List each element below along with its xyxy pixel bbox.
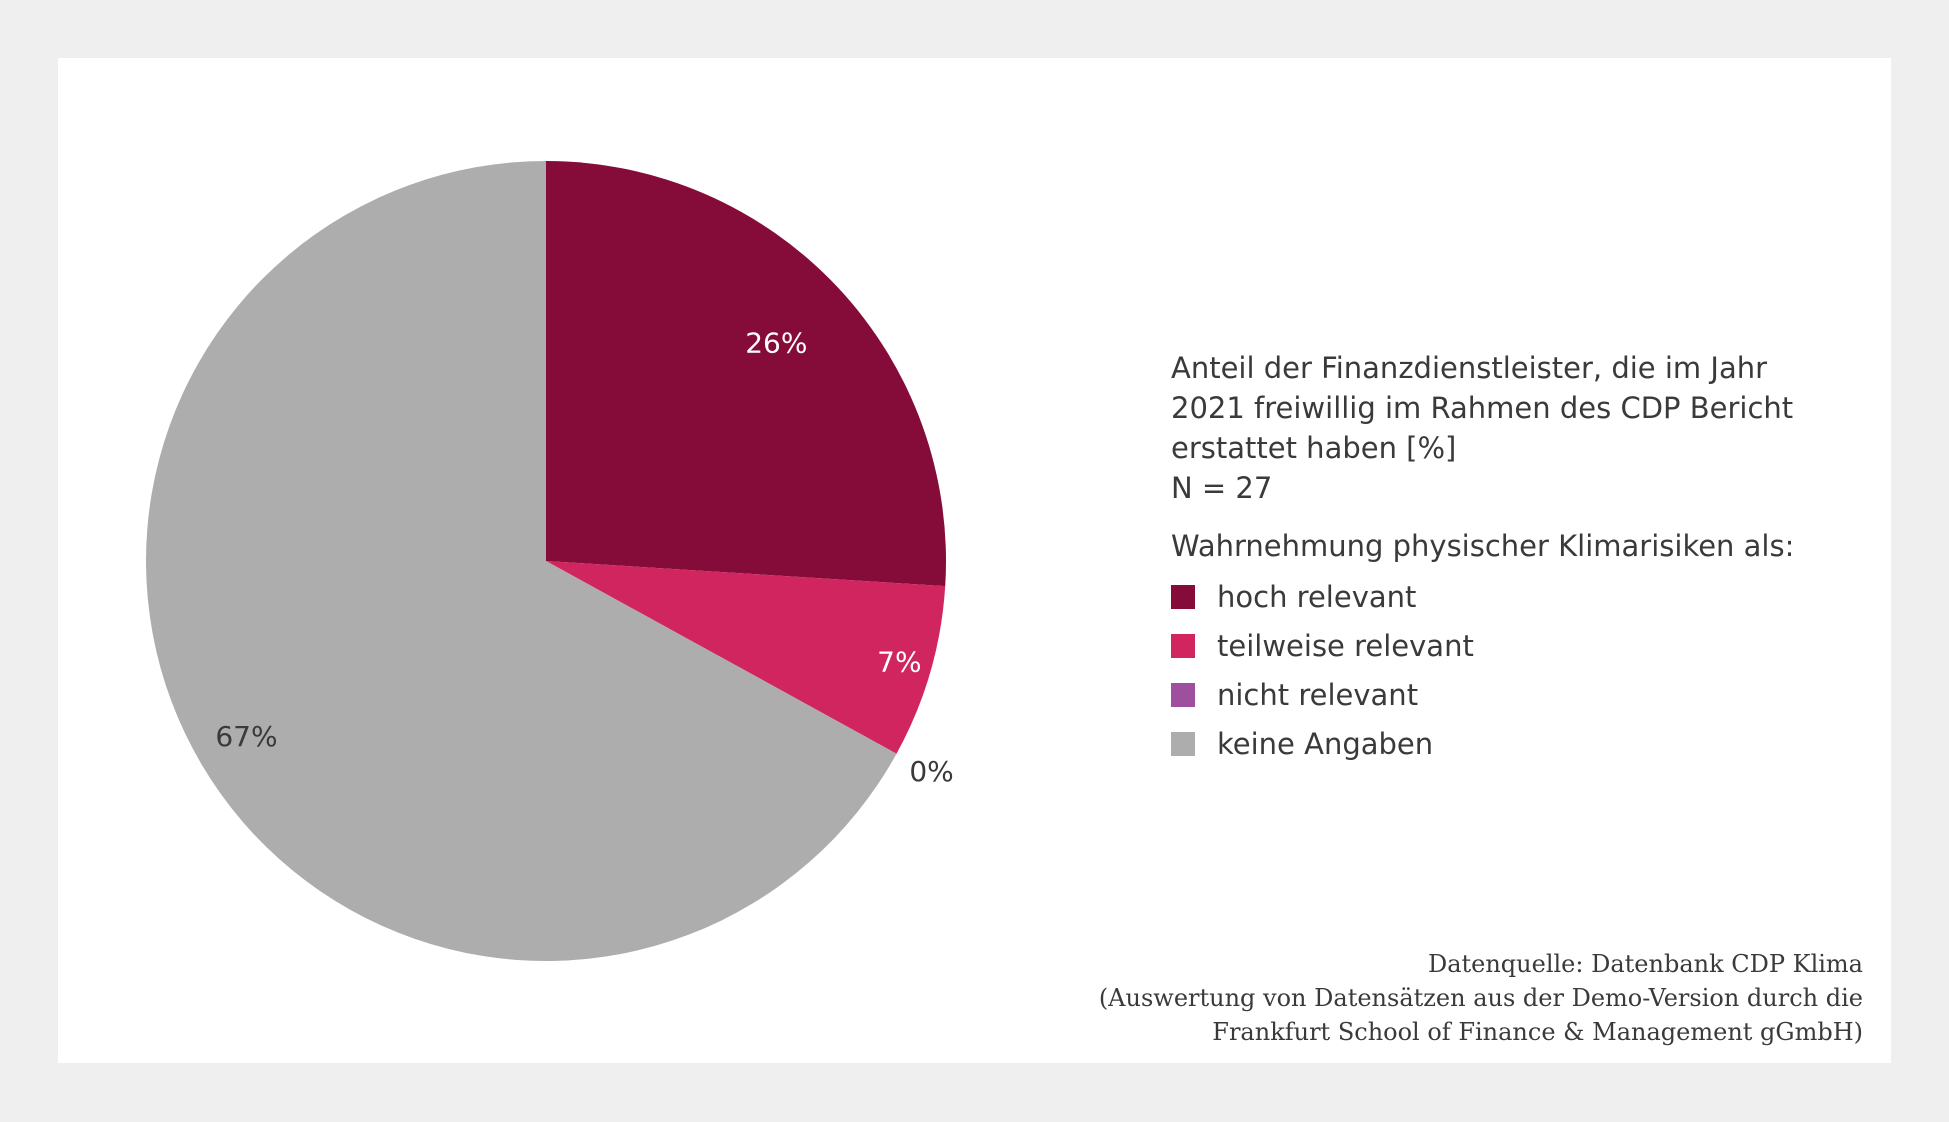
slice-label-keine-angaben: 67% (215, 720, 277, 753)
source-line: Frankfurt School of Finance & Management… (1212, 1018, 1863, 1046)
legend-swatch (1171, 682, 1195, 707)
pie-labels: 26% 7% 0% 67% (215, 327, 953, 788)
chart-title-line: erstattet haben [%] (1171, 431, 1457, 465)
legend-label: keine Angaben (1217, 726, 1434, 761)
legend: hoch relevant teilweise relevant nicht r… (1171, 572, 1851, 768)
legend-label: hoch relevant (1217, 579, 1417, 614)
source-line: Datenquelle: Datenbank CDP Klima (1427, 950, 1863, 978)
legend-swatch (1171, 584, 1195, 609)
legend-item-hoch-relevant: hoch relevant (1171, 572, 1851, 621)
chart-info: Anteil der Finanzdienstleister, die im J… (1171, 348, 1851, 768)
slice-label-hoch-relevant: 26% (745, 327, 807, 360)
pie-slice-teilweise-relevant (546, 561, 946, 754)
chart-title-line: 2021 freiwillig im Rahmen des CDP Berich… (1171, 391, 1794, 425)
pie-slice-keine-angaben (145, 161, 897, 962)
legend-swatch (1171, 633, 1195, 658)
pie-slice-hoch-relevant (546, 161, 946, 587)
pie-chart: 26% 7% 0% 67% (145, 161, 954, 962)
legend-item-keine-angaben: keine Angaben (1171, 719, 1851, 768)
legend-label: teilweise relevant (1217, 628, 1474, 663)
legend-title: Wahrnehmung physischer Klimarisiken als: (1171, 529, 1795, 563)
legend-item-teilweise-relevant: teilweise relevant (1171, 621, 1851, 670)
slice-label-teilweise-relevant: 7% (877, 646, 921, 679)
legend-item-nicht-relevant: nicht relevant (1171, 670, 1851, 719)
chart-panel: 26% 7% 0% 67% Anteil der Finanzdienstleiste… (58, 58, 1891, 1063)
pie-slices (145, 161, 946, 962)
legend-label: nicht relevant (1217, 677, 1419, 712)
data-source: Datenquelle: Datenbank CDP Klima (Auswer… (1099, 947, 1863, 1049)
chart-title-line: Anteil der Finanzdienstleister, die im J… (1171, 351, 1768, 385)
sample-size: N = 27 (1171, 471, 1273, 505)
legend-swatch (1171, 731, 1195, 756)
source-line: (Auswertung von Datensätzen aus der Demo… (1098, 984, 1863, 1012)
chart-title: Anteil der Finanzdienstleister, die im J… (1171, 348, 1851, 468)
slice-label-nicht-relevant: 0% (909, 755, 953, 788)
